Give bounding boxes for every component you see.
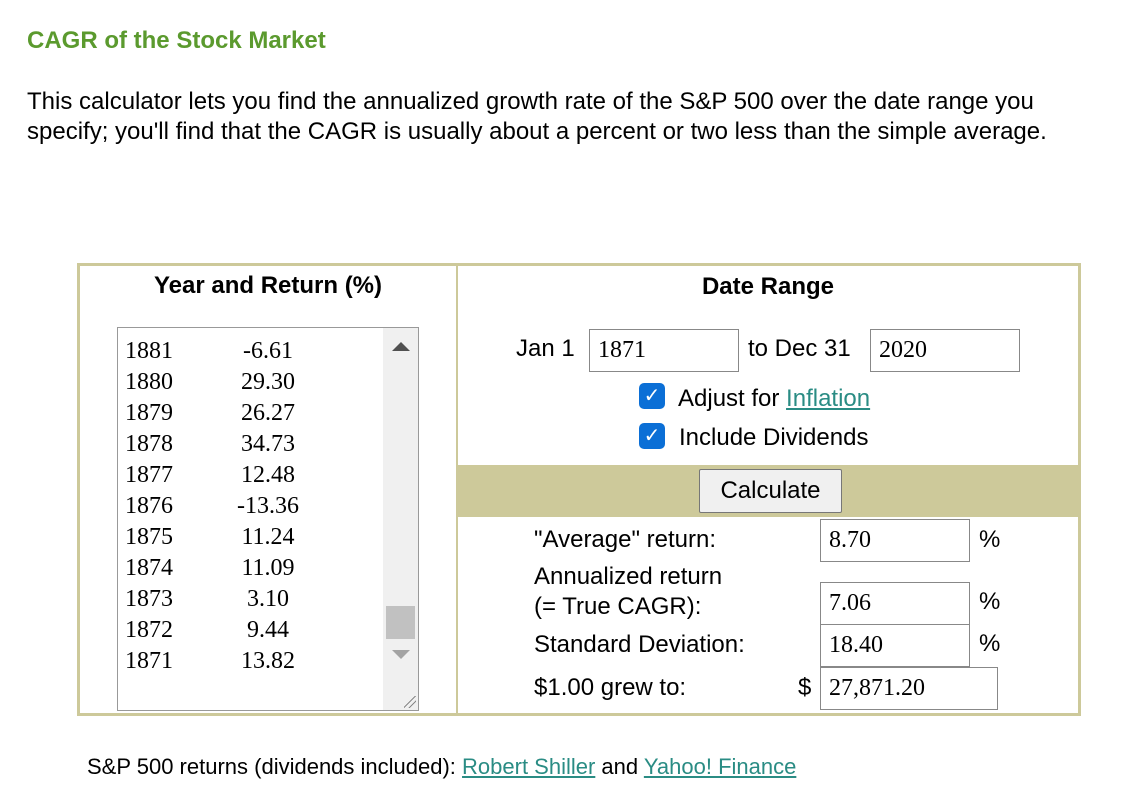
list-item-return: 12.48: [218, 460, 318, 491]
page-title: CAGR of the Stock Market: [27, 27, 326, 55]
grew-output[interactable]: 27,871.20: [820, 667, 998, 710]
average-percent-label: %: [979, 526, 1000, 554]
list-item-return: 26.27: [218, 398, 318, 429]
end-prefix-label: to Dec 31: [748, 334, 851, 364]
year-return-listbox[interactable]: 1881 -6.61 1880 29.30 1879 26.27 1878 34.73 1877…: [117, 327, 419, 711]
list-item-year: 1872: [125, 615, 173, 646]
average-return-label: "Average" return:: [534, 525, 716, 555]
list-item-return: -6.61: [218, 336, 318, 367]
list-item-year: 1874: [125, 553, 173, 584]
list-item[interactable]: 1877 12.48: [118, 460, 384, 491]
yahoo-finance-link[interactable]: Yahoo! Finance: [644, 754, 796, 779]
calculate-button[interactable]: Calculate: [699, 469, 842, 513]
list-item[interactable]: 1880 29.30: [118, 367, 384, 398]
list-item-return: -13.36: [218, 491, 318, 522]
list-item[interactable]: 1878 34.73: [118, 429, 384, 460]
list-item-return: 29.30: [218, 367, 318, 398]
list-item-year: 1880: [125, 367, 173, 398]
annualized-percent-label: %: [979, 588, 1000, 616]
list-item[interactable]: 1875 11.24: [118, 522, 384, 553]
date-range-title: Date Range: [458, 273, 1078, 301]
list-item-year: 1877: [125, 460, 173, 491]
list-item-year: 1881: [125, 336, 173, 367]
list-item-year: 1878: [125, 429, 173, 460]
list-item[interactable]: 1871 13.82: [118, 646, 384, 677]
dividends-label: Include Dividends: [679, 423, 868, 453]
list-item[interactable]: 1876 -13.36: [118, 491, 384, 522]
year-return-rows: 1881 -6.61 1880 29.30 1879 26.27 1878 34.73 1877…: [118, 336, 384, 677]
stddev-output[interactable]: 18.40: [820, 624, 970, 667]
grew-currency: $: [798, 673, 811, 703]
listbox-scrollbar[interactable]: [383, 328, 418, 710]
list-item-year: 1876: [125, 491, 173, 522]
list-item[interactable]: 1873 3.10: [118, 584, 384, 615]
scroll-down-icon[interactable]: [392, 650, 410, 659]
list-item-return: 3.10: [218, 584, 318, 615]
intro-text: This calculator lets you find the annual…: [27, 87, 1117, 147]
annualized-return-output[interactable]: 7.06: [820, 582, 970, 625]
average-return-output[interactable]: 8.70: [820, 519, 970, 562]
end-year-input[interactable]: 2020: [870, 329, 1020, 372]
resize-grip-icon[interactable]: [404, 696, 416, 708]
list-item-return: 9.44: [218, 615, 318, 646]
list-item-return: 11.24: [218, 522, 318, 553]
list-item[interactable]: 1874 11.09: [118, 553, 384, 584]
list-item[interactable]: 1881 -6.61: [118, 336, 384, 367]
source-credits: S&P 500 returns (dividends included): Ro…: [87, 754, 796, 780]
list-item-year: 1873: [125, 584, 173, 615]
list-item-return: 13.82: [218, 646, 318, 677]
stddev-percent-label: %: [979, 630, 1000, 658]
grew-label: $1.00 grew to:: [534, 673, 686, 703]
list-item[interactable]: 1872 9.44: [118, 615, 384, 646]
list-item-year: 1875: [125, 522, 173, 553]
inflation-checkbox[interactable]: ✓: [639, 383, 665, 409]
start-prefix-label: Jan 1: [516, 334, 575, 364]
source-prefix: S&P 500 returns (dividends included):: [87, 754, 462, 779]
stddev-label: Standard Deviation:: [534, 630, 745, 660]
list-item-year: 1879: [125, 398, 173, 429]
inflation-option: Adjust for Inflation: [678, 384, 870, 414]
source-and: and: [595, 754, 644, 779]
inflation-link[interactable]: Inflation: [786, 385, 870, 412]
list-item-return: 11.09: [218, 553, 318, 584]
dividends-checkbox[interactable]: ✓: [639, 423, 665, 449]
scroll-thumb[interactable]: [386, 606, 415, 639]
list-item-year: 1871: [125, 646, 173, 677]
list-item-return: 34.73: [218, 429, 318, 460]
scroll-up-icon[interactable]: [392, 342, 410, 351]
robert-shiller-link[interactable]: Robert Shiller: [462, 754, 595, 779]
annualized-label-line1: Annualized return: [534, 562, 722, 592]
inflation-label: Adjust for: [678, 385, 786, 412]
start-year-input[interactable]: 1871: [589, 329, 739, 372]
list-item[interactable]: 1879 26.27: [118, 398, 384, 429]
annualized-label-line2: (= True CAGR):: [534, 592, 701, 622]
year-return-title: Year and Return (%): [80, 272, 456, 300]
calculator-panel: Year and Return (%) Date Range 1881 -6.61…: [77, 263, 1081, 716]
